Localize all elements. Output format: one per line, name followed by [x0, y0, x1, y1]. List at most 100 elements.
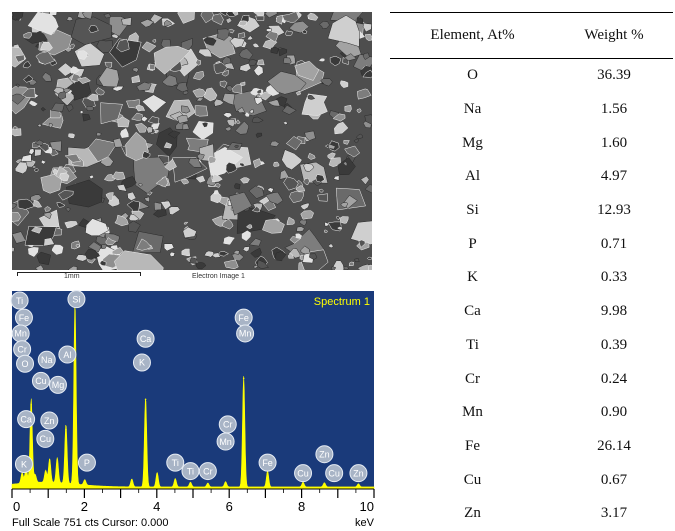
cell-weight: 0.33: [600, 269, 628, 286]
peak-label: Ti: [187, 466, 194, 476]
cell-element: Fe: [465, 437, 480, 454]
peak-label: Ca: [20, 414, 32, 424]
cell-element: Ca: [464, 303, 481, 320]
peak-label-badge: [315, 445, 334, 464]
peak-label-badge: [77, 453, 96, 472]
cell-element: Na: [463, 101, 482, 118]
cell-weight: 4.97: [600, 168, 628, 185]
peak-label: Cr: [203, 466, 213, 476]
cell-element: Cu: [463, 471, 482, 488]
spectrum-peak-point: [323, 483, 326, 486]
chart-title: Spectrum 1: [314, 296, 370, 308]
x-tick-label: 8: [298, 499, 305, 514]
cell-weight: 9.98: [600, 303, 628, 320]
spectrum-peak-point: [189, 483, 192, 486]
spectrum-peak-point: [44, 476, 47, 478]
cell-weight: 0.39: [600, 336, 628, 353]
peak-label: Fe: [238, 313, 249, 323]
peak-label: Ti: [16, 296, 23, 306]
table-row: Zn 3.17: [390, 497, 673, 531]
peak-label-badge: [58, 345, 77, 364]
cell-element: Zn: [464, 505, 481, 522]
peak-label-badge: [10, 291, 29, 310]
peak-label-badge: [48, 375, 67, 394]
scale-bar-tick-left: [17, 273, 18, 276]
cell-weight: 0.24: [600, 370, 628, 387]
x-tick-label: 4: [153, 499, 160, 514]
eds-spectrum-chart: Ti Fe Mn Cr O Na Al Cu Mg Ca Zn Cu K Si P Ca K Ti Ti Cr Cr Mn…: [10, 290, 375, 529]
peak-label-badge: [67, 290, 86, 309]
table-header-row: Element, At% Weight %: [390, 12, 673, 59]
spectrum-peak-point: [30, 403, 32, 406]
table-row: Na 1.56: [390, 93, 673, 127]
sem-footer-bar: 1mm Electron Image 1: [12, 270, 372, 284]
scale-bar: [17, 272, 141, 276]
cell-element: Mg: [462, 134, 483, 151]
peak-label-badge: [216, 432, 235, 451]
peak-label: Cu: [297, 468, 309, 478]
peak-label-badge: [16, 354, 35, 373]
spectrum-footer: Full Scale 751 cts Cursor: 0.000: [12, 517, 169, 529]
peak-label: Mg: [52, 380, 65, 390]
peak-label: Al: [63, 350, 71, 360]
spectrum-peak-point: [302, 483, 304, 486]
sem-micrograph-panel: 1mm Electron Image 1: [12, 12, 372, 284]
cell-weight: 0.90: [600, 404, 628, 421]
spectrum-peak-point: [174, 479, 177, 482]
peak-label-badge: [236, 324, 255, 343]
table-row: Cu 0.67: [390, 463, 673, 497]
table-row: Si 12.93: [390, 194, 673, 228]
spectrum-peak-point: [21, 477, 23, 480]
peak-label: Si: [72, 294, 80, 304]
cell-element: Ti: [466, 336, 479, 353]
table-row: P 0.71: [390, 227, 673, 261]
table-row: Mn 0.90: [390, 396, 673, 430]
peak-label: Ti: [172, 458, 179, 468]
peak-label-badge: [37, 350, 56, 369]
peak-label-badge: [294, 464, 313, 483]
peak-label: Cu: [35, 376, 47, 386]
peak-label: Zn: [353, 468, 364, 478]
peak-label-badge: [14, 454, 33, 473]
peak-label-badge: [258, 453, 277, 472]
peak-label-badge: [136, 329, 155, 348]
x-tick-label: 2: [81, 499, 88, 514]
table-row: Mg 1.60: [390, 126, 673, 160]
table-body: O 36.39 Na 1.56 Mg 1.60 Al 4.97 Si 12.93 P 0.71 K 0.3…: [390, 59, 673, 531]
spectrum-peak-point: [131, 480, 133, 482]
cell-weight: 1.56: [600, 101, 628, 118]
sem-micrograph-image: [12, 12, 372, 270]
peak-label-badge: [36, 429, 55, 448]
spectrum-peak-point: [25, 472, 27, 474]
peak-label: Mn: [219, 437, 232, 447]
spectrum-peak-point: [357, 485, 360, 487]
peak-label: K: [21, 459, 27, 469]
peak-label-badge: [132, 353, 151, 372]
cell-element: Al: [465, 168, 480, 185]
spectrum-peak-point: [83, 482, 86, 485]
spectrum-peak-point: [207, 484, 209, 486]
header-element: Element, At%: [430, 27, 515, 43]
cell-element: P: [468, 235, 477, 252]
table-row: Cr 0.24: [390, 362, 673, 396]
spectrum-peak-point: [34, 480, 36, 482]
spectrum-series: [11, 305, 375, 490]
sem-image-label: Electron Image 1: [192, 273, 245, 280]
table-row: Fe 26.14: [390, 430, 673, 464]
cell-element: O: [467, 67, 478, 84]
peak-label: Ca: [140, 334, 152, 344]
cell-weight: 36.39: [597, 67, 631, 84]
peak-label: Zn: [44, 416, 55, 426]
peak-label: Cr: [17, 345, 27, 355]
eds-spectrum-panel: Ti Fe Mn Cr O Na Al Cu Mg Ca Zn Cu K Si P Ca K Ti Ti Cr Cr Mn…: [10, 290, 376, 529]
peak-label-badge: [31, 371, 50, 390]
scale-bar-tick-right: [140, 273, 141, 276]
table-row: Al 4.97: [390, 160, 673, 194]
peak-label: Mn: [239, 329, 252, 339]
table-row: Ca 9.98: [390, 295, 673, 329]
peak-label: O: [22, 359, 29, 369]
table-row: Ti 0.39: [390, 329, 673, 363]
cell-weight: 12.93: [597, 202, 631, 219]
table-row: O 36.39: [390, 59, 673, 93]
x-tick-label: 6: [226, 499, 233, 514]
